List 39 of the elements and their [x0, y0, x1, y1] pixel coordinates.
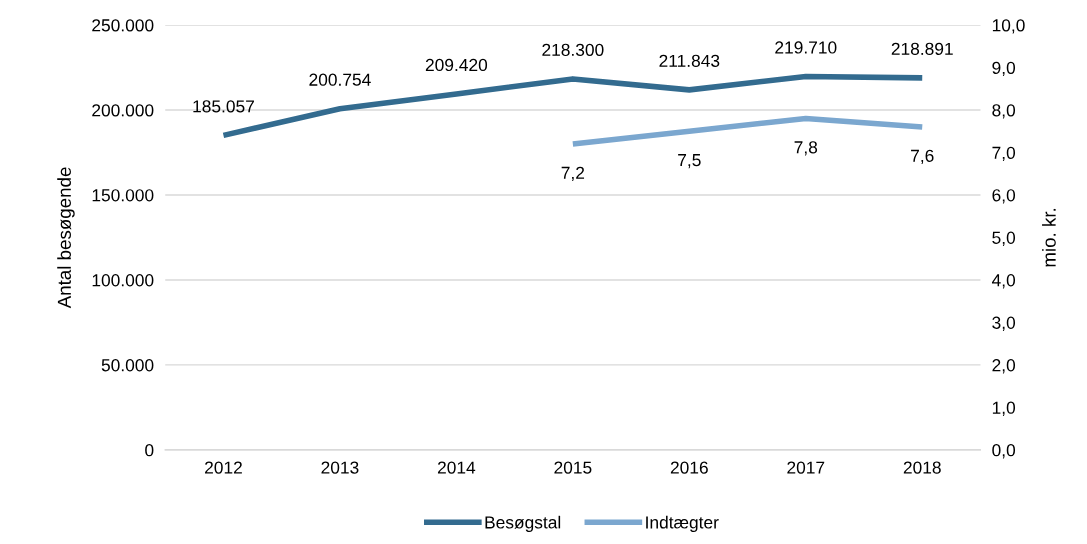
y2-tick-label: 1,0	[992, 401, 1016, 416]
y2-tick-label: 5,0	[992, 231, 1016, 246]
legend-label: Besøgstal	[485, 515, 561, 532]
y2-tick-label: 4,0	[991, 274, 1016, 289]
y-tick-label: 50.000	[101, 359, 154, 372]
y2-tick-label: 6,0	[992, 189, 1016, 204]
x-tick-label: 2013	[321, 461, 359, 474]
y2-tick-label: 0,0	[992, 444, 1016, 459]
y2-tick-label: 7,0	[992, 146, 1016, 161]
y2-axis-title: mio. kr.	[1042, 208, 1056, 267]
data-label: 200.754	[309, 73, 371, 86]
x-tick-label: 2014	[437, 461, 476, 474]
data-label: 211.843	[659, 54, 720, 67]
data-label: 7,6	[911, 149, 934, 165]
y-tick-label: 250.000	[92, 19, 154, 32]
data-label: 209.420	[425, 58, 488, 72]
x-tick-label: 2012	[205, 461, 242, 474]
data-label: 7,5	[678, 154, 701, 169]
y2-tick-label: 9,0	[992, 61, 1016, 77]
y2-tick-label: 10,0	[992, 19, 1025, 34]
x-tick-label: 2018	[903, 461, 941, 474]
data-label: 218.891	[891, 42, 953, 56]
x-tick-label: 2017	[787, 461, 825, 474]
data-label: 219.710	[775, 41, 837, 54]
y-axis-title: Antal besøgende	[57, 167, 75, 309]
x-tick-label: 2016	[670, 461, 708, 474]
data-label: 218.300	[542, 43, 604, 57]
data-label: 7,2	[561, 166, 585, 182]
x-tick-label: 2015	[554, 461, 592, 474]
y2-tick-label: 3,0	[992, 316, 1016, 331]
y-tick-label: 100.000	[92, 274, 154, 287]
y2-tick-label: 8,0	[992, 104, 1016, 119]
legend-label: Indtægter	[646, 515, 719, 532]
y2-tick-label: 2,0	[992, 359, 1016, 374]
y-tick-label: 200.000	[92, 104, 154, 117]
y-tick-label: 150.000	[92, 189, 154, 202]
y-tick-label: 0	[145, 444, 154, 457]
data-label: 7,8	[794, 141, 818, 156]
data-label: 185.057	[193, 100, 254, 113]
